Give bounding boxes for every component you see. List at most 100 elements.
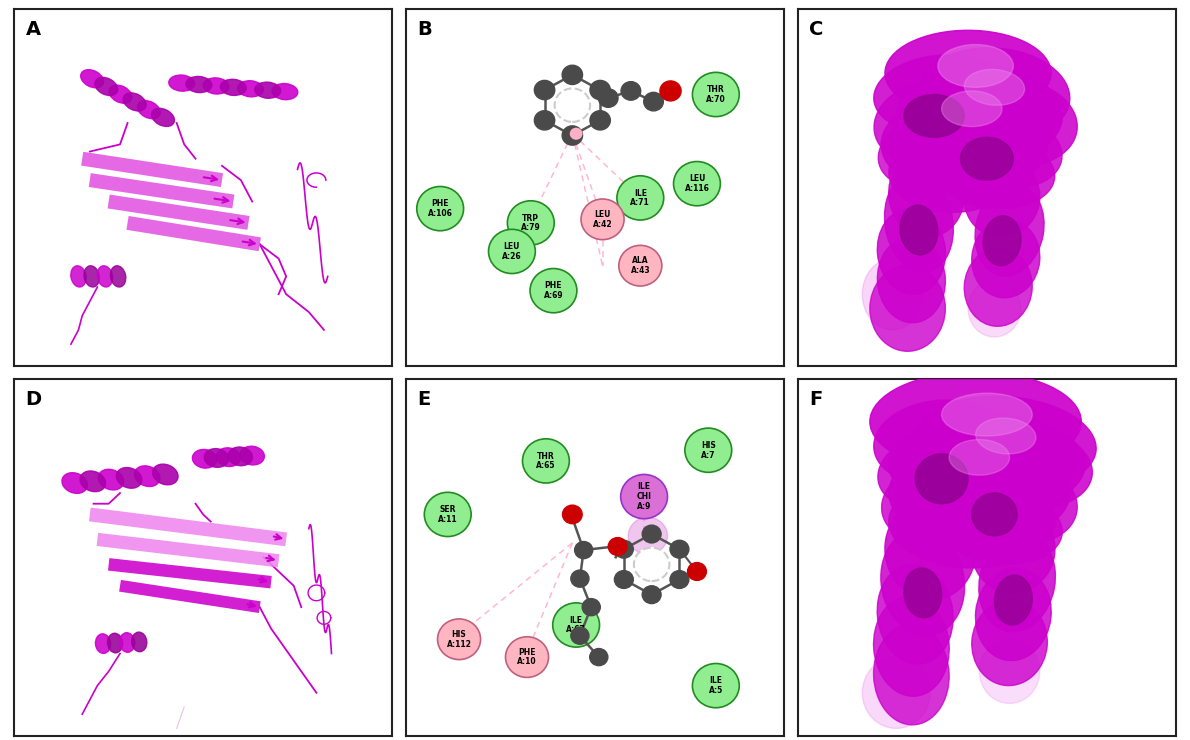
Ellipse shape [903, 568, 941, 618]
Ellipse shape [877, 565, 953, 664]
Circle shape [571, 627, 589, 645]
Ellipse shape [934, 137, 1054, 209]
Circle shape [563, 505, 582, 524]
Circle shape [562, 126, 583, 145]
Ellipse shape [878, 115, 982, 189]
Circle shape [608, 537, 627, 556]
Circle shape [581, 199, 624, 240]
Ellipse shape [873, 55, 1009, 134]
Text: ILE
A:67: ILE A:67 [566, 616, 585, 634]
Ellipse shape [95, 634, 111, 653]
Circle shape [506, 636, 549, 677]
Ellipse shape [881, 529, 965, 636]
Ellipse shape [884, 173, 953, 272]
Text: HIS
A:7: HIS A:7 [701, 441, 715, 460]
Circle shape [570, 128, 582, 139]
Ellipse shape [915, 454, 967, 504]
Ellipse shape [873, 596, 950, 696]
Ellipse shape [938, 44, 1014, 87]
Ellipse shape [240, 446, 264, 465]
Circle shape [575, 542, 593, 559]
Circle shape [670, 571, 689, 588]
Ellipse shape [889, 152, 964, 237]
Ellipse shape [979, 639, 1040, 704]
Text: C: C [809, 19, 823, 38]
Ellipse shape [117, 468, 142, 488]
Ellipse shape [972, 464, 1077, 543]
Circle shape [582, 599, 600, 616]
Circle shape [590, 111, 610, 130]
Text: F: F [809, 389, 822, 408]
Circle shape [670, 540, 689, 558]
Ellipse shape [885, 500, 976, 600]
Text: TRP
A:79: TRP A:79 [521, 214, 540, 232]
Ellipse shape [111, 266, 126, 287]
Ellipse shape [228, 447, 252, 465]
Circle shape [522, 439, 569, 483]
Ellipse shape [205, 448, 228, 468]
Circle shape [643, 586, 662, 604]
Ellipse shape [915, 397, 1096, 490]
Ellipse shape [255, 82, 281, 98]
Text: PHE
A:106: PHE A:106 [427, 199, 452, 218]
Circle shape [555, 88, 590, 122]
Ellipse shape [98, 266, 113, 287]
Ellipse shape [152, 464, 178, 485]
Ellipse shape [95, 78, 118, 95]
Ellipse shape [972, 600, 1047, 685]
Ellipse shape [881, 95, 1047, 195]
Ellipse shape [972, 493, 1017, 536]
Circle shape [530, 269, 577, 313]
Ellipse shape [863, 657, 931, 728]
Text: PHE
A:69: PHE A:69 [544, 281, 563, 300]
Ellipse shape [889, 475, 1054, 568]
Ellipse shape [900, 205, 938, 255]
Circle shape [688, 562, 707, 580]
Circle shape [438, 619, 481, 659]
Ellipse shape [976, 568, 1051, 661]
Ellipse shape [889, 127, 1025, 212]
Ellipse shape [109, 85, 132, 104]
Ellipse shape [107, 633, 123, 653]
Circle shape [599, 89, 618, 107]
Ellipse shape [941, 493, 1063, 565]
Ellipse shape [941, 393, 1032, 436]
Ellipse shape [950, 440, 1009, 475]
Ellipse shape [217, 448, 240, 466]
Circle shape [489, 229, 536, 274]
Ellipse shape [132, 632, 146, 652]
Ellipse shape [877, 209, 946, 295]
Ellipse shape [169, 75, 195, 91]
Circle shape [534, 111, 555, 130]
Ellipse shape [972, 508, 1056, 593]
Circle shape [628, 517, 668, 554]
Circle shape [643, 525, 662, 543]
Circle shape [534, 81, 555, 100]
Ellipse shape [134, 466, 159, 486]
Ellipse shape [972, 219, 1040, 297]
Ellipse shape [220, 79, 246, 95]
Ellipse shape [873, 400, 1009, 486]
Circle shape [590, 81, 610, 100]
Ellipse shape [81, 70, 104, 88]
Ellipse shape [70, 266, 86, 287]
Circle shape [571, 570, 589, 587]
Ellipse shape [885, 30, 1051, 116]
Ellipse shape [889, 414, 1085, 514]
Circle shape [693, 664, 739, 707]
Circle shape [685, 428, 732, 472]
Ellipse shape [919, 48, 1070, 141]
Text: ILE
CHI
A:9: ILE CHI A:9 [637, 482, 652, 511]
Circle shape [619, 246, 662, 286]
Ellipse shape [983, 216, 1021, 266]
Ellipse shape [964, 159, 1040, 237]
Circle shape [416, 186, 464, 231]
Ellipse shape [975, 184, 1044, 276]
Ellipse shape [84, 266, 100, 287]
Text: B: B [418, 19, 432, 38]
Circle shape [507, 201, 555, 245]
Ellipse shape [203, 78, 228, 94]
Ellipse shape [120, 633, 134, 652]
Ellipse shape [193, 449, 217, 468]
Ellipse shape [137, 101, 161, 118]
